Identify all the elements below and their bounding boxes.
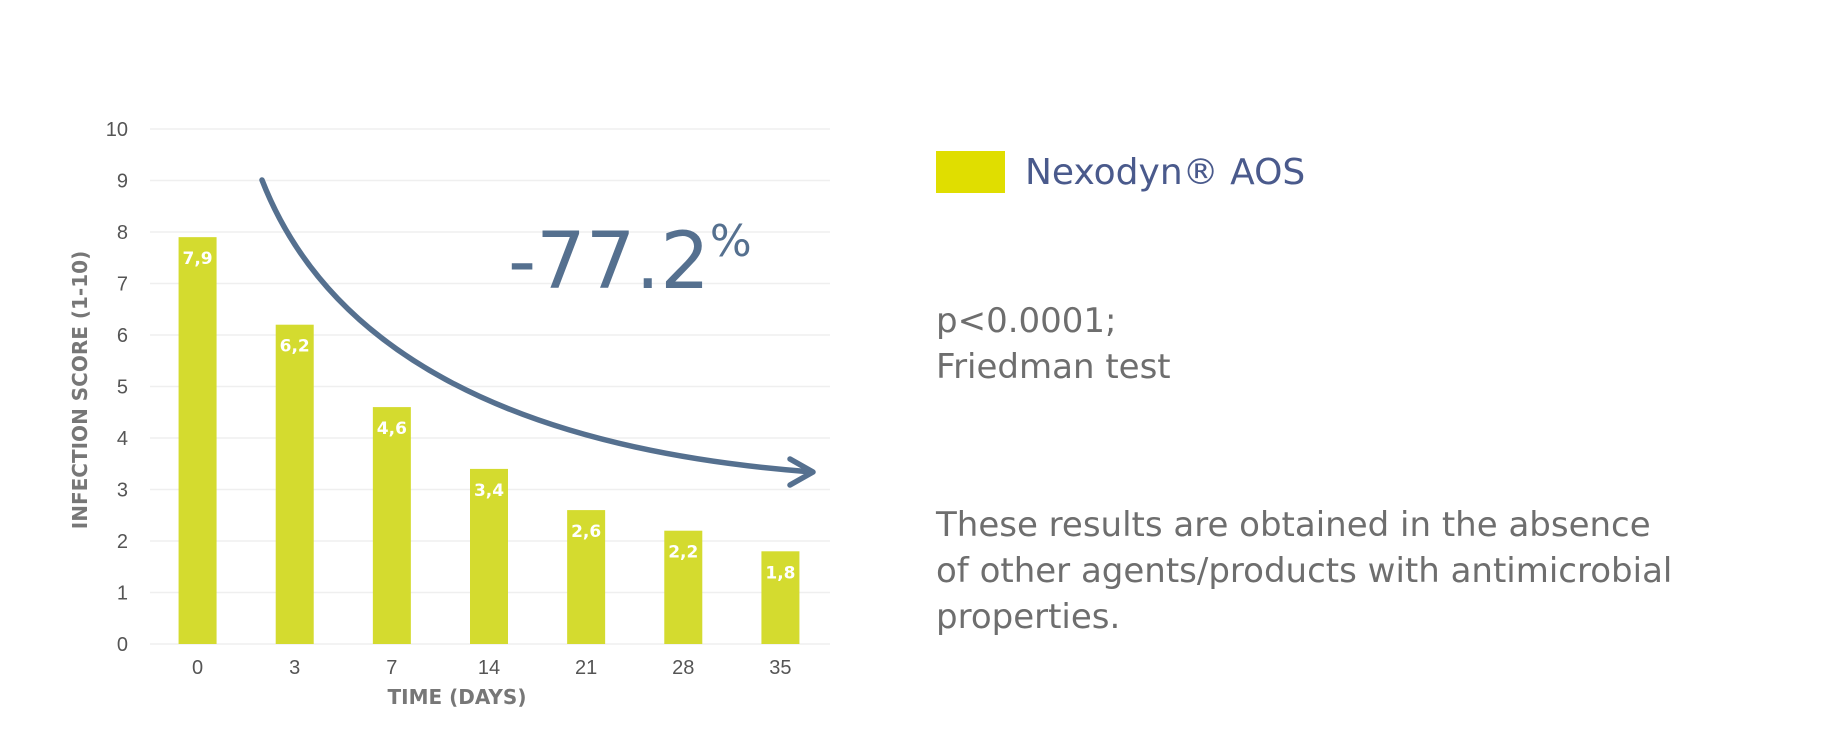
- bar-value-label: 2,2: [668, 543, 698, 563]
- statistics-text: p<0.0001; Friedman test: [936, 298, 1171, 390]
- bar-value-label: 2,6: [571, 522, 601, 542]
- bar-value-label: 1,8: [765, 563, 795, 583]
- y-tick-label: 2: [117, 531, 128, 553]
- legend: Nexodyn® AOS: [936, 151, 1305, 193]
- x-tick-label: 0: [192, 657, 203, 679]
- x-axis-title: TIME (DAYS): [388, 685, 527, 709]
- bar-day-14: [470, 468, 508, 644]
- bar-day-3: [275, 324, 314, 644]
- y-tick-label: 5: [117, 377, 128, 399]
- gridlines: [150, 128, 830, 645]
- y-axis-title: INFECTION SCORE (1-10): [68, 251, 92, 529]
- note-line-1: These results are obtained in the absenc…: [936, 505, 1651, 545]
- y-tick-label: 0: [117, 634, 128, 656]
- decrease-arrow: [259, 177, 816, 488]
- bar-chart: 0 1 2 3 4 5 6 7 8 9 10 7,9 6,2 4,6 3,4 2,6 2,2 1,8 0 3 7 14…: [68, 119, 830, 709]
- y-tick-label: 10: [106, 119, 128, 141]
- y-tick-label: 6: [117, 325, 128, 347]
- x-tick-label: 35: [769, 657, 791, 679]
- y-tick-label: 9: [117, 171, 128, 193]
- x-tick-label: 7: [386, 657, 397, 679]
- bar-day-21: [567, 510, 606, 644]
- y-tick-label: 4: [117, 428, 128, 450]
- reduction-percentage: -77.2%: [508, 216, 752, 307]
- test-name: Friedman test: [936, 347, 1171, 387]
- legend-label: Nexodyn® AOS: [1025, 151, 1306, 193]
- bar-day-35: [761, 551, 800, 644]
- bar-value-label: 3,4: [474, 481, 504, 501]
- bar-value-labels: 7,9 6,2 4,6 3,4 2,6 2,2 1,8: [183, 249, 796, 583]
- p-value: p<0.0001;: [936, 301, 1117, 341]
- note-line-2: of other agents/products with antimicrob…: [936, 551, 1673, 591]
- bar-day-0: [178, 237, 217, 644]
- note-line-3: properties.: [936, 597, 1121, 637]
- x-tick-label: 21: [575, 657, 597, 679]
- bar-day-28: [664, 530, 703, 644]
- reduction-value: -77.2: [508, 217, 710, 307]
- x-tick-label: 28: [672, 657, 694, 679]
- reduction-percent-sign: %: [710, 216, 752, 267]
- x-tick-label: 14: [478, 657, 500, 679]
- bars: [178, 237, 800, 644]
- y-tick-label: 3: [117, 480, 128, 502]
- decrease-arrow-head: [787, 456, 816, 488]
- results-note: These results are obtained in the absenc…: [936, 502, 1756, 640]
- x-axis-ticks: 0 3 7 14 21 28 35: [192, 657, 792, 679]
- y-axis-ticks: 0 1 2 3 4 5 6 7 8 9 10: [106, 119, 128, 656]
- y-tick-label: 8: [117, 222, 128, 244]
- bar-day-7: [372, 407, 411, 644]
- legend-swatch: [936, 151, 1005, 193]
- bar-value-label: 4,6: [377, 419, 407, 439]
- y-tick-label: 1: [117, 583, 128, 605]
- decrease-arrow-curve: [259, 177, 815, 475]
- x-tick-label: 3: [289, 657, 300, 679]
- bar-value-label: 7,9: [183, 249, 213, 269]
- bar-value-label: 6,2: [280, 337, 310, 357]
- y-tick-label: 7: [117, 274, 128, 296]
